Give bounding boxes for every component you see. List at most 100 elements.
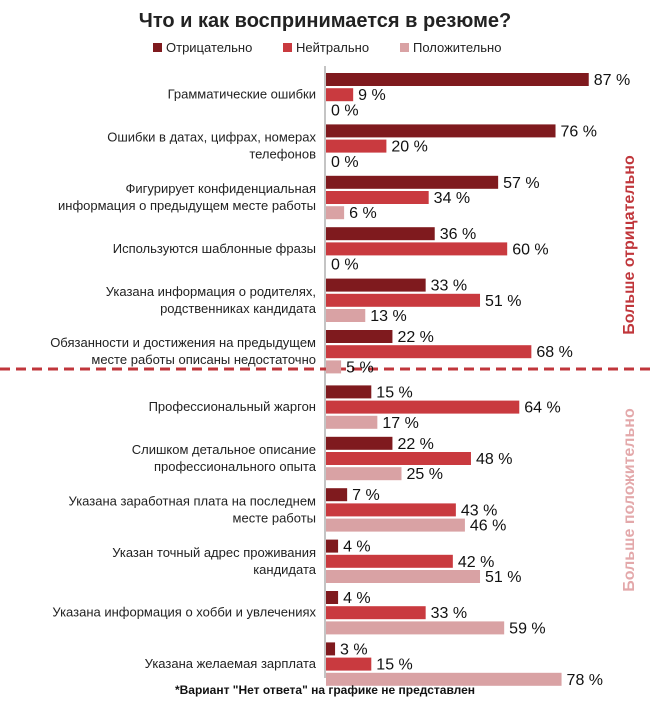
bars: [326, 73, 589, 686]
value-labels: 87 %9 %0 %76 %20 %0 %57 %34 %6 %36 %60 %…: [331, 72, 630, 689]
value-label: 34 %: [434, 190, 470, 207]
bar-neutral: [326, 139, 387, 153]
value-label: 7 %: [352, 487, 380, 504]
bar-positive: [326, 360, 342, 374]
value-label: 25 %: [407, 466, 443, 483]
bar-positive: [326, 206, 345, 220]
bar-negative: [326, 539, 339, 553]
value-label: 0 %: [331, 154, 359, 171]
value-label: 6 %: [349, 205, 377, 222]
bar-positive: [326, 621, 505, 635]
legend-label-negative: Отрицательно: [166, 40, 252, 55]
legend: Отрицательно Нейтрально Положительно: [153, 40, 501, 55]
bar-neutral: [326, 88, 354, 102]
value-label: 0 %: [331, 257, 359, 274]
value-label: 42 %: [458, 554, 494, 571]
bar-negative: [326, 385, 372, 399]
category-label: информация о предыдущем месте работы: [58, 198, 316, 213]
bar-negative: [326, 591, 339, 604]
legend-label-neutral: Нейтрально: [296, 40, 369, 55]
category-label: Фигурирует конфиденциальная: [126, 181, 316, 196]
value-label: 17 %: [382, 415, 418, 432]
value-label: 9 %: [358, 87, 386, 104]
value-label: 15 %: [376, 384, 412, 401]
category-label: Указана желаемая зарплата: [145, 656, 317, 671]
value-label: 33 %: [431, 605, 467, 622]
category-label: Используются шаблонные фразы: [113, 241, 316, 256]
value-label: 64 %: [524, 400, 560, 417]
category-label: кандидата: [253, 562, 317, 577]
category-label: Указана информация о родителях,: [106, 284, 316, 299]
value-label: 46 %: [470, 518, 506, 535]
bar-negative: [326, 278, 426, 292]
chart-title: Что и как воспринимается в резюме?: [139, 10, 511, 32]
bar-neutral: [326, 452, 471, 465]
value-label: 57 %: [503, 175, 539, 192]
value-label: 22 %: [397, 329, 433, 346]
value-label: 0 %: [331, 102, 359, 119]
legend-swatch-neutral: [283, 43, 292, 52]
group-label-negative: Больше отрицательно: [621, 155, 638, 335]
value-label: 15 %: [376, 657, 412, 674]
value-label: 33 %: [431, 278, 467, 295]
category-label: Указан точный адрес проживания: [112, 545, 316, 560]
category-label: Указана заработная плата на последнем: [69, 493, 317, 508]
value-label: 51 %: [485, 293, 521, 310]
category-label: профессионального опыта: [154, 459, 317, 474]
value-label: 13 %: [370, 308, 406, 325]
bar-positive: [326, 518, 465, 532]
bar-negative: [326, 227, 435, 241]
category-label: Грамматические ошибки: [168, 87, 316, 102]
group-label-positive: Больше положительно: [621, 408, 638, 592]
value-label: 51 %: [485, 569, 521, 586]
value-label: 4 %: [343, 539, 371, 556]
category-labels: Грамматические ошибки Ошибки в датах, циф…: [50, 87, 317, 671]
value-label: 68 %: [536, 344, 572, 361]
bar-negative: [326, 124, 556, 138]
category-label: Обязанности и достижения на предыдущем: [50, 335, 316, 350]
bar-positive: [326, 672, 562, 686]
legend-swatch-positive: [400, 43, 409, 52]
category-label: Слишком детальное описание: [132, 442, 316, 457]
value-label: 43 %: [461, 502, 497, 519]
value-label: 20 %: [391, 139, 427, 156]
bar-positive: [326, 415, 378, 429]
bar-negative: [326, 330, 393, 343]
legend-label-positive: Положительно: [413, 40, 501, 55]
value-label: 4 %: [343, 590, 371, 607]
value-label: 60 %: [512, 241, 548, 258]
category-label: родственниках кандидата: [160, 301, 317, 316]
bar-positive: [326, 467, 402, 481]
category-label: Указана информация о хобби и увлечениях: [52, 605, 316, 620]
bar-neutral: [326, 293, 481, 307]
category-label: месте работы: [233, 510, 316, 525]
category-label: телефонов: [249, 147, 316, 162]
bar-negative: [326, 488, 348, 502]
bar-neutral: [326, 191, 429, 204]
category-label: Профессиональный жаргон: [149, 399, 316, 414]
value-label: 78 %: [567, 672, 603, 689]
bar-negative: [326, 73, 589, 86]
bar-neutral: [326, 503, 456, 517]
bar-neutral: [326, 400, 520, 414]
value-label: 87 %: [594, 72, 630, 89]
footnote: *Вариант "Нет ответа" на графике не пред…: [175, 683, 475, 697]
bar-neutral: [326, 242, 508, 256]
value-label: 3 %: [340, 641, 368, 658]
legend-swatch-negative: [153, 43, 162, 52]
bar-neutral: [326, 554, 453, 568]
bar-positive: [326, 570, 481, 583]
category-label: Ошибки в датах, цифрах, номерах: [107, 130, 316, 145]
category-label: месте работы описаны недостаточно: [91, 352, 316, 367]
bar-negative: [326, 436, 393, 450]
value-label: 22 %: [397, 436, 433, 453]
value-label: 36 %: [440, 226, 476, 243]
bar-negative: [326, 642, 336, 656]
bar-negative: [326, 175, 499, 189]
bar-neutral: [326, 606, 426, 620]
value-label: 59 %: [509, 620, 545, 637]
value-label: 5 %: [346, 359, 374, 376]
bar-positive: [326, 309, 366, 322]
value-label: 76 %: [561, 123, 597, 140]
